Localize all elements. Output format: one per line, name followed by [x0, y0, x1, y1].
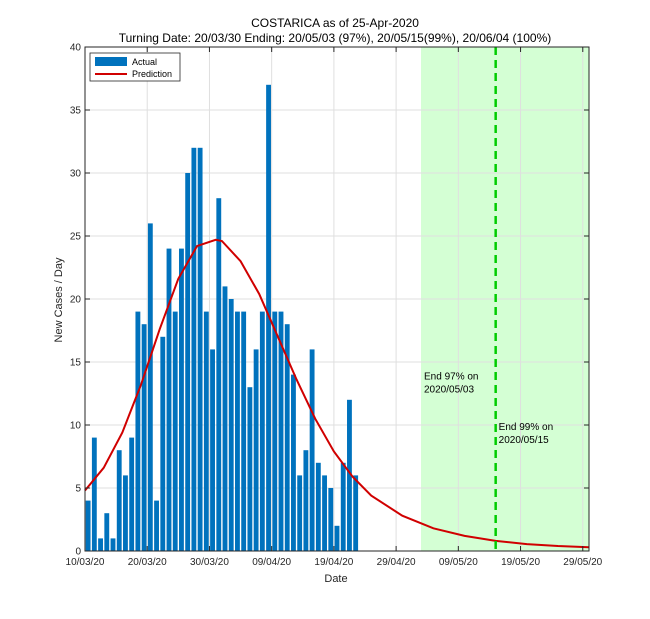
x-tick-label: 29/05/20 — [563, 557, 602, 568]
y-tick-label: 5 — [75, 484, 81, 495]
bar-actual — [347, 399, 352, 551]
bar-actual — [297, 475, 303, 551]
bar-actual — [334, 525, 340, 551]
bar-actual — [291, 374, 296, 551]
bar-actual — [166, 248, 172, 551]
bar-actual — [228, 299, 234, 551]
annotation-line: End 99% on — [499, 422, 553, 433]
y-tick-label: 0 — [75, 547, 81, 558]
bar-actual — [116, 450, 122, 551]
bar-actual — [328, 488, 334, 551]
bar-actual — [259, 311, 265, 551]
bar-actual — [222, 286, 228, 551]
y-axis-label: New Cases / Day — [53, 257, 65, 342]
legend-label-actual: Actual — [132, 57, 157, 67]
legend-label-prediction: Prediction — [132, 69, 172, 79]
bar-actual — [179, 248, 184, 551]
bar-actual — [135, 311, 141, 551]
bar-actual — [104, 513, 110, 551]
bar-actual — [284, 324, 290, 551]
y-tick-label: 10 — [70, 421, 82, 432]
x-tick-label: 09/05/20 — [439, 557, 478, 568]
x-tick-label: 19/04/20 — [314, 557, 353, 568]
y-tick-label: 25 — [70, 232, 82, 243]
bar-actual — [309, 349, 315, 551]
bar-actual — [203, 311, 209, 551]
annotation-line: 2020/05/15 — [499, 435, 549, 446]
bar-actual — [353, 475, 359, 551]
y-tick-label: 15 — [70, 358, 82, 369]
bar-actual — [98, 538, 103, 551]
x-tick-label: 20/03/20 — [128, 557, 167, 568]
y-tick-label: 20 — [70, 295, 82, 306]
bar-actual — [129, 437, 135, 551]
bar-actual — [278, 311, 284, 551]
chart-title: COSTARICA as of 25-Apr-2020 — [251, 16, 419, 30]
y-tick-label: 40 — [70, 43, 82, 54]
bar-actual — [85, 500, 91, 551]
annotation-line: End 97% on — [424, 372, 479, 383]
x-tick-label: 09/04/20 — [252, 557, 291, 568]
bar-actual — [340, 462, 346, 551]
bar-actual — [241, 311, 247, 551]
bar-actual — [322, 475, 327, 551]
bar-actual — [197, 147, 203, 552]
bar-actual — [154, 500, 159, 551]
bar-actual — [147, 223, 153, 551]
annotation: End 99% on 2020/05/15 — [499, 422, 553, 446]
bar-actual — [235, 311, 240, 551]
bar-actual — [303, 450, 309, 551]
bar-actual — [141, 324, 147, 551]
annotation-line: 2020/05/03 — [424, 385, 474, 396]
bar-actual — [315, 462, 321, 551]
y-tick-label: 30 — [70, 169, 82, 180]
x-tick-label: 19/05/20 — [501, 557, 540, 568]
bar-actual — [210, 349, 215, 551]
bar-actual — [110, 538, 116, 551]
x-axis-label: Date — [324, 573, 347, 585]
bar-actual — [272, 311, 278, 551]
prediction-line — [84, 238, 590, 549]
bar-actual — [253, 349, 259, 551]
bar-actual — [191, 147, 197, 552]
x-tick-label: 10/03/20 — [66, 557, 105, 568]
annotation: End 97% on 2020/05/03 — [424, 372, 479, 396]
x-tick-label: 29/04/20 — [377, 557, 416, 568]
x-tick-label: 30/03/20 — [190, 557, 229, 568]
plot-area: End 97% on 2020/05/03 End 99% on 2020/05/15… — [66, 43, 603, 569]
bar-actual — [123, 475, 128, 551]
bar-actual — [185, 173, 191, 551]
y-tick-label: 35 — [70, 106, 82, 117]
bar-actual — [172, 311, 178, 551]
bar-actual — [160, 336, 166, 551]
bar-actual — [91, 437, 97, 551]
chart-subtitle: Turning Date: 20/03/30 Ending: 20/05/03 … — [119, 31, 552, 45]
bar-actual — [216, 198, 222, 551]
bar-actual — [247, 387, 253, 551]
legend-swatch-actual — [95, 57, 127, 66]
